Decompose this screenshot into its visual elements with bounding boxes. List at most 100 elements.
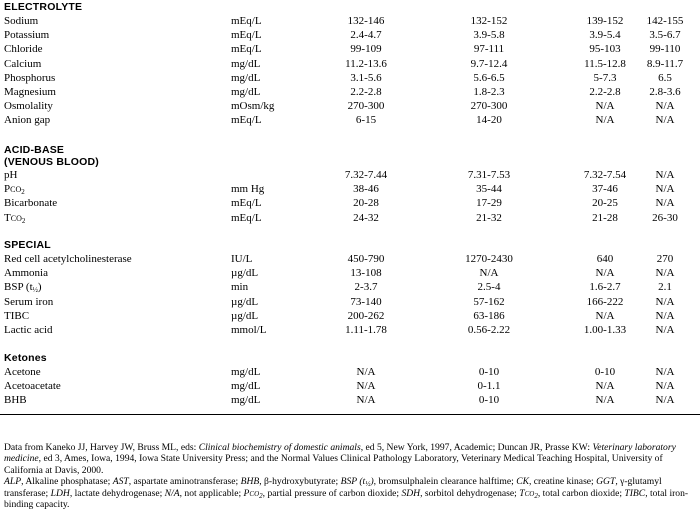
unit: mm Hg [231,183,265,196]
value-col-4: N/A [655,394,675,407]
unit: mOsm/kg [231,100,275,113]
analyte-name: Osmolality [4,100,53,113]
value-col-4: N/A [655,169,675,181]
value-col-4: N/A [655,114,675,127]
table-row: pH 7.32-7.44 7.31-7.53 7.32-7.54 N/A [0,168,700,182]
analyte-name: Tco2 [4,211,26,225]
value-col-4: N/A [655,100,675,113]
value-col-3: 5-7.3 [593,71,617,84]
value-col-1: 6-15 [355,114,377,127]
unit: mmol/L [231,324,267,336]
value-col-3: 2.2-2.8 [589,86,621,98]
table-bottom-rule [0,414,700,415]
value-col-2: 14-20 [476,114,502,127]
value-col-1: 20-28 [353,197,379,210]
value-col-2: 63-186 [473,309,505,322]
unit: mg/dL [231,366,261,378]
value-col-3: 1.00-1.33 [583,324,627,336]
value-col-4: N/A [655,324,675,336]
value-col-1: 2-3.7 [354,281,378,294]
value-col-4: 2.1 [658,281,672,294]
analyte-name: Sodium [4,15,39,27]
value-col-4: N/A [655,267,675,280]
analyte-name: Chloride [4,43,43,56]
analyte-name: Pco2 [4,183,25,197]
table-row: Pco2 mm Hg 38-46 35-44 37-46 N/A [0,182,700,196]
unit: mEq/L [231,114,262,127]
value-col-4: 2.8-3.6 [649,86,681,98]
unit: µg/dL [231,295,259,308]
value-col-4: N/A [655,197,675,210]
value-col-2: 17-29 [476,197,502,210]
value-col-2: 9.7-12.4 [470,57,508,70]
table-row: Lactic acid mmol/L 1.11-1.78 0.56-2.22 1.00-… [0,323,700,337]
table-row: Sodium mEq/L 132-146 132-152 139-152 142-155 [0,14,700,28]
unit: mEq/L [231,43,262,56]
value-col-2: 5.6-6.5 [473,71,505,84]
table-row: BHB mg/dL N/A 0-10 N/A N/A [0,393,700,407]
unit: µg/dL [231,309,259,322]
value-col-3: 95-103 [589,43,621,56]
analyte-name: TIBC [4,309,30,322]
value-col-1: 2.2-2.8 [350,86,382,98]
value-col-4: N/A [655,366,675,378]
value-col-4: 3.5-6.7 [649,29,681,42]
value-col-3: 7.32-7.54 [583,169,627,181]
value-col-1: 132-146 [347,15,385,27]
value-col-2: 21-32 [476,211,502,224]
value-col-1: 73-140 [350,295,382,308]
value-col-3: 640 [596,253,614,265]
value-col-1: 11.2-13.6 [345,57,387,70]
value-col-2: 0.56-2.22 [467,324,511,336]
value-col-3: 11.5-12.8 [584,57,626,70]
table-row: Ammonia µg/dL 13-108 N/A N/A N/A [0,266,700,280]
analyte-name: pH [4,169,18,181]
value-col-4: N/A [655,380,675,393]
unit: mg/dL [231,394,261,407]
value-col-3: 166-222 [586,295,624,308]
table-row: Osmolality mOsm/kg 270-300 270-300 N/A N/A [0,99,700,113]
value-col-4: 270 [656,253,674,265]
table-row: Acetoacetate mg/dL N/A 0-1.1 N/A N/A [0,379,700,393]
value-col-4: N/A [655,309,675,322]
analyte-name: Red cell acetylcholinesterase [4,253,132,265]
section-subtitle-venous-blood: (VENOUS BLOOD) [4,156,99,168]
analyte-name: Lactic acid [4,324,53,336]
analyte-name: Acetoacetate [4,380,61,393]
table-row: Red cell acetylcholinesterase IU/L 450-790… [0,252,700,266]
value-col-2: 270-300 [470,100,508,113]
value-col-1: 2.4-4.7 [350,29,382,42]
analyte-name: Bicarbonate [4,197,58,210]
value-col-3: 3.9-5.4 [589,29,621,42]
analyte-name: Calcium [4,57,42,70]
value-col-1: 99-109 [350,43,382,56]
value-col-3: 37-46 [592,183,618,196]
unit: mEq/L [231,29,262,42]
value-col-4: 142-155 [646,15,684,27]
table-row: Phosphorus mg/dL 3.1-5.6 5.6-6.5 5-7.3 6.5 [0,71,700,85]
table-row: BSP (t½) min 2-3.7 2.5-4 1.6-2.7 2.1 [0,280,700,294]
value-col-3: N/A [595,100,615,113]
unit: mg/dL [231,57,261,70]
analyte-name: BHB [4,394,27,407]
section-title-acid-base: ACID-BASE [4,144,65,156]
table-row: Calcium mg/dL 11.2-13.6 9.7-12.4 11.5-12.8 8.… [0,57,700,71]
table-row: TIBC µg/dL 200-262 63-186 N/A N/A [0,309,700,323]
value-col-1: 1.11-1.78 [345,324,387,336]
unit: mEq/L [231,197,262,210]
analyte-name: Serum iron [4,295,54,308]
value-col-4: 6.5 [658,71,672,84]
value-col-1: 7.32-7.44 [344,169,388,181]
value-col-1: 270-300 [347,100,385,113]
value-col-2: N/A [479,267,499,280]
value-col-3: 20-25 [592,197,618,210]
value-col-2: 2.5-4 [477,281,501,294]
value-col-3: N/A [595,380,615,393]
analyte-name: Acetone [4,366,41,378]
unit: mg/dL [231,380,261,393]
value-col-3: 0-10 [594,366,616,378]
value-col-2: 1.8-2.3 [473,86,505,98]
value-col-4: N/A [655,183,675,196]
table-row: Acetone mg/dL N/A 0-10 0-10 N/A [0,365,700,379]
value-col-3: N/A [595,267,615,280]
